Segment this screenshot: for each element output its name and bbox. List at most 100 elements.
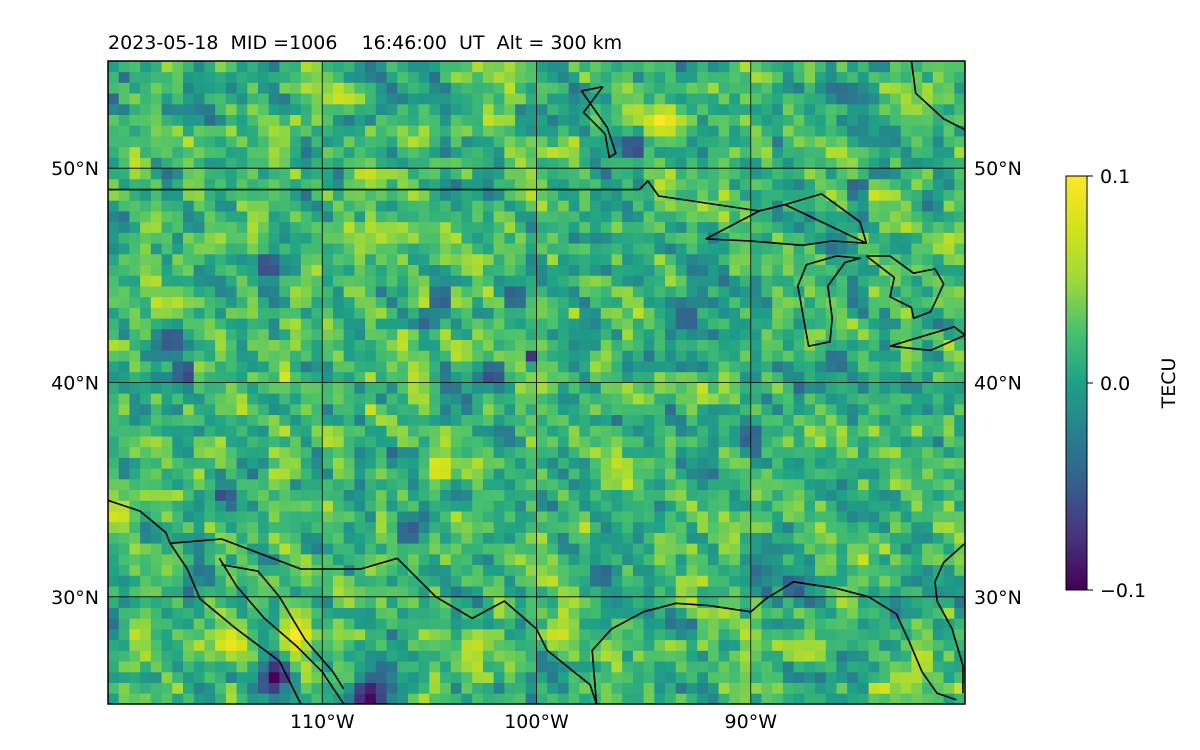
heatmap-cell xyxy=(557,693,570,704)
heatmap-cell xyxy=(900,146,912,158)
heatmap-cell xyxy=(707,361,720,373)
heatmap-cell xyxy=(108,628,120,641)
heatmap-cell xyxy=(954,457,965,469)
heatmap-cell xyxy=(750,639,762,651)
heatmap-cell xyxy=(632,382,645,394)
heatmap-cell xyxy=(525,339,537,351)
heatmap-cell xyxy=(311,382,323,394)
heatmap-cell xyxy=(300,511,312,523)
heatmap-cell xyxy=(547,243,559,255)
heatmap-cell xyxy=(397,521,409,533)
heatmap-cell xyxy=(911,168,923,180)
heatmap-cell xyxy=(954,468,965,480)
heatmap-cell xyxy=(268,371,280,383)
heatmap-cell xyxy=(375,350,387,362)
heatmap-cell xyxy=(675,436,687,448)
heatmap-cell xyxy=(868,178,880,190)
heatmap-cell xyxy=(772,232,784,244)
heatmap-cell xyxy=(761,286,773,298)
heatmap-cell xyxy=(750,596,762,608)
heatmap-cell xyxy=(793,264,805,276)
heatmap-cell xyxy=(654,500,666,512)
heatmap-cell xyxy=(761,361,773,373)
heatmap-cell xyxy=(172,500,184,512)
heatmap-cell xyxy=(247,328,259,341)
heatmap-cell xyxy=(140,114,152,126)
heatmap-cell xyxy=(954,71,965,83)
heatmap-cell xyxy=(932,371,944,383)
heatmap-cell xyxy=(450,650,462,662)
heatmap-cell xyxy=(729,232,741,244)
heatmap-cell xyxy=(675,489,687,501)
heatmap-cell xyxy=(890,114,902,126)
heatmap-cell xyxy=(547,521,559,533)
heatmap-cell xyxy=(825,414,837,426)
heatmap-cell xyxy=(118,211,130,223)
heatmap-cell xyxy=(504,93,516,105)
heatmap-cell xyxy=(932,307,944,319)
heatmap-cell xyxy=(600,532,612,544)
heatmap-cell xyxy=(632,553,645,566)
heatmap-cell xyxy=(815,371,827,383)
heatmap-cell xyxy=(118,671,130,683)
heatmap-cell xyxy=(215,650,227,662)
heatmap-cell xyxy=(686,596,698,608)
heatmap-cell xyxy=(375,650,387,662)
heatmap-cell xyxy=(729,393,741,405)
heatmap-cell xyxy=(943,661,955,673)
heatmap-cell xyxy=(804,103,816,115)
heatmap-cell xyxy=(150,253,162,266)
heatmap-cell xyxy=(536,607,548,619)
heatmap-cell xyxy=(890,93,902,105)
heatmap-cell xyxy=(257,468,270,480)
heatmap-cell xyxy=(311,414,323,426)
heatmap-cell xyxy=(729,425,741,437)
heatmap-cell xyxy=(300,125,312,137)
heatmap-cell xyxy=(182,403,195,416)
heatmap-cell xyxy=(129,361,141,373)
heatmap-cell xyxy=(900,318,912,330)
heatmap-cell xyxy=(890,221,902,233)
heatmap-cell xyxy=(493,543,505,555)
heatmap-cell xyxy=(782,468,794,480)
heatmap-cell xyxy=(590,189,602,201)
heatmap-cell xyxy=(547,296,559,308)
heatmap-cell xyxy=(707,318,720,330)
heatmap-cell xyxy=(118,371,130,383)
heatmap-cell xyxy=(900,371,912,383)
heatmap-cell xyxy=(890,671,902,683)
heatmap-cell xyxy=(740,661,752,673)
heatmap-cell xyxy=(247,393,259,405)
heatmap-cell xyxy=(236,71,248,83)
heatmap-cell xyxy=(515,136,527,148)
heatmap-cell xyxy=(686,500,698,512)
heatmap-cell xyxy=(772,553,784,566)
heatmap-cell xyxy=(857,639,869,651)
heatmap-cell xyxy=(450,286,462,298)
heatmap-cell xyxy=(150,618,162,630)
heatmap-cell xyxy=(332,489,345,501)
heatmap-cell xyxy=(922,103,934,115)
heatmap-cell xyxy=(525,682,537,694)
heatmap-cell xyxy=(386,103,398,115)
heatmap-cell xyxy=(429,489,441,501)
heatmap-cell xyxy=(472,478,484,491)
heatmap-cell xyxy=(707,564,720,576)
heatmap-cell xyxy=(761,189,773,201)
heatmap-cell xyxy=(825,618,837,630)
heatmap-cell xyxy=(932,671,944,683)
heatmap-cell xyxy=(590,403,602,416)
heatmap-cell xyxy=(354,564,366,576)
heatmap-cell xyxy=(600,650,612,662)
heatmap-cell xyxy=(622,157,634,169)
heatmap-cell xyxy=(943,146,955,158)
heatmap-cell xyxy=(547,500,559,512)
heatmap-cell xyxy=(515,211,527,223)
heatmap-cell xyxy=(365,264,377,276)
heatmap-cell xyxy=(300,328,312,341)
heatmap-cell xyxy=(365,618,377,630)
heatmap-cell xyxy=(547,221,559,233)
heatmap-cell xyxy=(247,532,259,544)
heatmap-cell xyxy=(804,414,816,426)
heatmap-cell xyxy=(386,425,398,437)
